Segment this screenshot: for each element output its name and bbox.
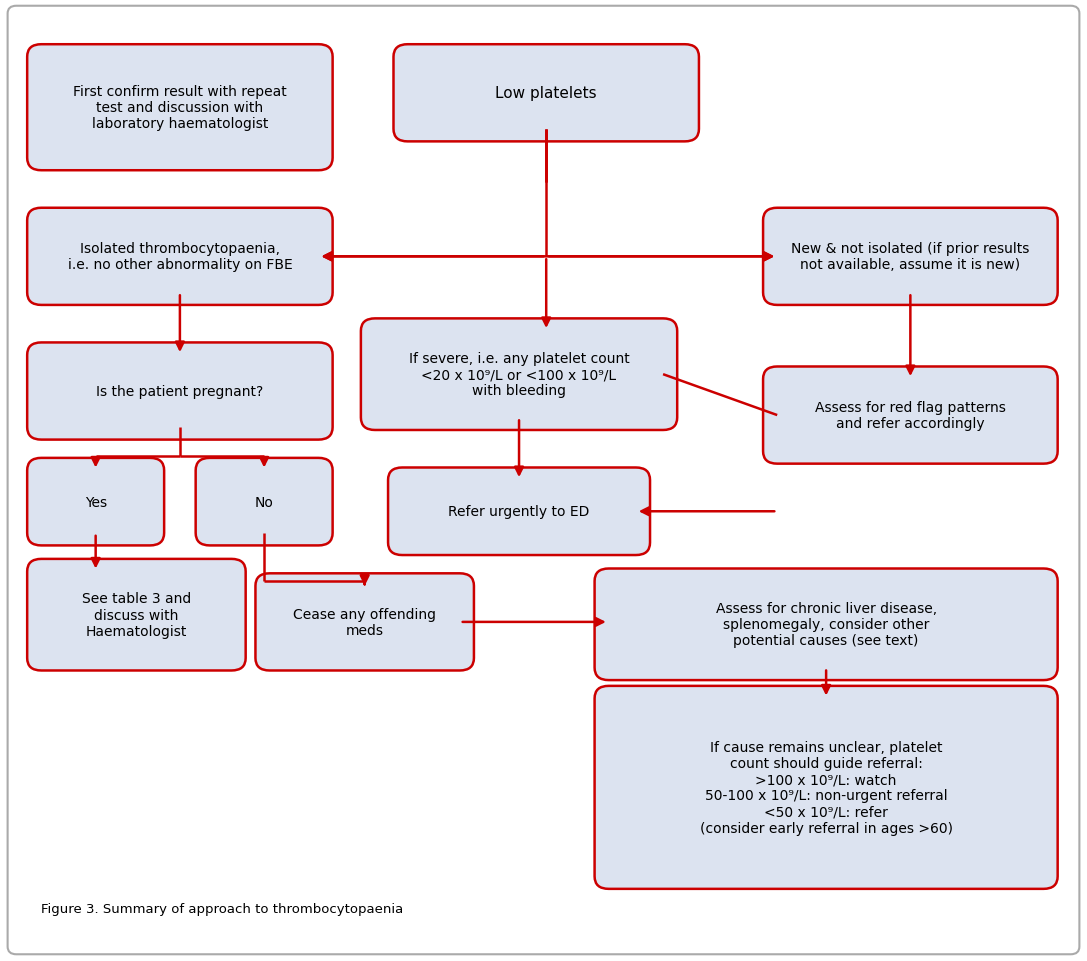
Text: Yes: Yes [85,495,107,509]
Text: Cease any offending
meds: Cease any offending meds [293,607,436,637]
Text: If severe, i.e. any platelet count
<20 x 10⁹/L or <100 x 10⁹/L
with bleeding: If severe, i.e. any platelet count <20 x… [409,352,629,398]
FancyBboxPatch shape [8,7,1079,954]
Text: Assess for red flag patterns
and refer accordingly: Assess for red flag patterns and refer a… [815,401,1005,431]
FancyBboxPatch shape [361,319,677,431]
FancyBboxPatch shape [595,569,1058,680]
FancyBboxPatch shape [595,686,1058,889]
Text: First confirm result with repeat
test and discussion with
laboratory haematologi: First confirm result with repeat test an… [73,85,287,132]
Text: Isolated thrombocytopaenia,
i.e. no other abnormality on FBE: Isolated thrombocytopaenia, i.e. no othe… [67,242,292,272]
FancyBboxPatch shape [763,209,1058,306]
Text: Figure 3. Summary of approach to thrombocytopaenia: Figure 3. Summary of approach to thrombo… [41,901,403,915]
FancyBboxPatch shape [763,367,1058,464]
Text: No: No [254,495,274,509]
FancyBboxPatch shape [27,209,333,306]
FancyBboxPatch shape [393,45,699,142]
FancyBboxPatch shape [388,468,650,555]
Text: If cause remains unclear, platelet
count should guide referral:
>100 x 10⁹/L: wa: If cause remains unclear, platelet count… [700,740,952,835]
Text: Low platelets: Low platelets [496,86,597,101]
Text: Is the patient pregnant?: Is the patient pregnant? [97,384,263,399]
Text: Refer urgently to ED: Refer urgently to ED [448,505,590,519]
Text: Assess for chronic liver disease,
splenomegaly, consider other
potential causes : Assess for chronic liver disease, spleno… [715,602,937,648]
Text: New & not isolated (if prior results
not available, assume it is new): New & not isolated (if prior results not… [791,242,1029,272]
FancyBboxPatch shape [27,45,333,171]
Text: See table 3 and
discuss with
Haematologist: See table 3 and discuss with Haematologi… [82,592,191,638]
FancyBboxPatch shape [27,458,164,546]
FancyBboxPatch shape [255,574,474,671]
FancyBboxPatch shape [196,458,333,546]
FancyBboxPatch shape [27,559,246,671]
FancyBboxPatch shape [27,343,333,440]
